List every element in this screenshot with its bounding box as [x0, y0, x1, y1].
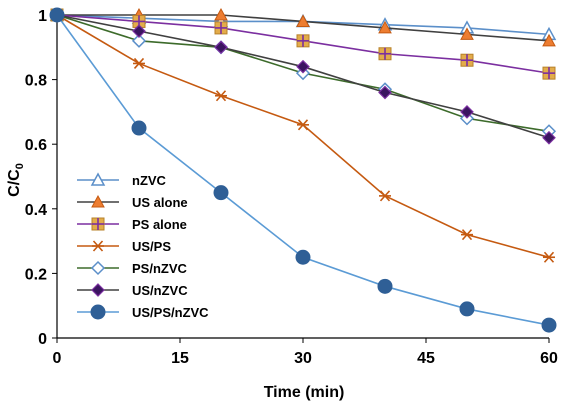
legend-item-us-alone: US alone [77, 194, 188, 210]
data-point-us-ps [461, 229, 473, 241]
data-point-us-ps-nzvc [459, 301, 475, 317]
legend-label: US/PS/nZVC [132, 305, 209, 320]
x-axis-title: Time (min) [264, 384, 345, 401]
legend-label: US alone [132, 195, 188, 210]
legend-swatch-marker [90, 304, 106, 320]
data-point-us-alone [296, 14, 310, 27]
x-tick-label: 0 [53, 350, 62, 367]
data-point-ps-alone [542, 66, 556, 80]
legend: nZVC US alone PS alone US/PS PS/nZVC US/nZVC U… [77, 172, 209, 320]
legend-label: US/PS [132, 239, 171, 254]
series-line-us-ps [56, 14, 550, 259]
legend-swatch-marker [92, 240, 104, 252]
legend-swatch-marker [91, 194, 105, 208]
data-point-ps-nzvc [131, 33, 147, 48]
data-point-us-nzvc [214, 40, 228, 55]
legend-label: nZVC [132, 173, 167, 188]
data-point-us-nzvc [296, 59, 310, 74]
legend-item-ps-nzvc: PS/nZVC [77, 260, 188, 276]
y-axis-title: C/C0 [6, 163, 26, 197]
data-point-us-ps-nzvc [213, 185, 229, 201]
y-tick-label: 0.6 [25, 137, 47, 154]
legend-swatch-marker [91, 217, 105, 231]
legend-label: PS alone [132, 217, 187, 232]
axes: 0 15 30 45 60 0 0.2 0.4 0.6 0.8 1 [25, 8, 558, 367]
legend-label: US/nZVC [132, 283, 188, 298]
data-point-us-ps-nzvc [377, 278, 393, 294]
legend-item-us-nzvc: US/nZVC [77, 283, 188, 298]
y-tick-label: 0 [38, 331, 47, 348]
y-tick-label: 1 [38, 8, 47, 25]
data-point-us-ps [215, 90, 227, 102]
data-point-us-ps-nzvc [295, 249, 311, 265]
data-point-us-ps-nzvc [131, 120, 147, 136]
y-tick-label: 0.4 [25, 202, 47, 219]
legend-label: PS/nZVC [132, 261, 188, 276]
legend-item-nzvc: nZVC [77, 172, 167, 188]
x-tick-label: 45 [417, 350, 435, 367]
data-point-us-nzvc [460, 105, 474, 119]
y-tick-label: 0.2 [25, 266, 47, 283]
data-point-ps-alone [296, 34, 310, 48]
legend-swatch-marker [90, 172, 106, 186]
data-point-us-alone [214, 7, 228, 21]
data-point-us-ps [379, 190, 391, 202]
series-layer [49, 7, 557, 333]
data-point-us-alone [378, 20, 392, 34]
data-point-us-alone [460, 27, 474, 40]
data-point-us-nzvc [132, 24, 146, 38]
data-point-ps-alone [378, 47, 392, 61]
data-point-ps-alone [214, 21, 228, 35]
y-axis-title-main: C/C [6, 169, 23, 197]
legend-item-us-ps-nzvc: US/PS/nZVC [77, 304, 209, 320]
data-point-us-ps [543, 251, 555, 263]
x-tick-label: 15 [171, 350, 189, 367]
legend-swatch-marker [91, 283, 105, 297]
legend-item-ps-alone: PS alone [77, 217, 187, 232]
data-point-us-ps [133, 57, 145, 69]
series-us-ps [51, 9, 555, 263]
data-point-us-ps-nzvc [541, 317, 557, 333]
data-point-us-ps [297, 119, 309, 131]
y-tick-label: 0.8 [25, 73, 47, 90]
data-point-us-nzvc [542, 130, 556, 145]
data-point-us-ps-nzvc [49, 7, 65, 23]
x-tick-label: 60 [540, 350, 558, 367]
legend-item-us-ps: US/PS [77, 239, 171, 254]
series-us-nzvc [50, 8, 556, 145]
x-tick-label: 30 [294, 350, 312, 367]
data-point-ps-alone [460, 53, 474, 67]
data-point-us-nzvc [378, 85, 392, 100]
data-point-us-alone [542, 33, 556, 47]
series-us-ps-nzvc [49, 7, 557, 333]
y-axis-title-subscript: 0 [14, 163, 26, 169]
legend-swatch-marker [90, 260, 106, 276]
